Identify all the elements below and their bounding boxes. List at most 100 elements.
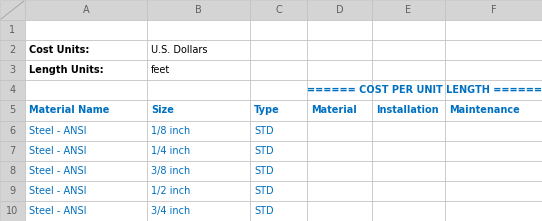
Text: C: C [275,5,282,15]
Text: STD: STD [254,146,274,156]
Bar [147,100,250,120]
Bar [307,181,372,201]
Bar [0,181,25,201]
Bar [147,201,250,221]
Bar [372,80,445,100]
Bar [250,161,307,181]
Bar [445,80,542,100]
Bar [250,80,307,100]
Bar [25,0,147,20]
Text: 5: 5 [9,105,16,115]
Text: U.S. Dollars: U.S. Dollars [151,45,208,55]
Bar [445,141,542,161]
Bar [372,181,445,201]
Bar [25,100,147,120]
Bar [25,80,147,100]
Text: 9: 9 [9,186,16,196]
Text: Steel - ANSI: Steel - ANSI [29,186,87,196]
Bar [445,161,542,181]
Bar [307,100,372,120]
Bar [25,201,147,221]
Bar [372,0,445,20]
Bar [250,181,307,201]
Bar [0,161,25,181]
Bar [372,100,445,120]
Text: F: F [491,5,496,15]
Bar [445,20,542,40]
Text: D: D [335,5,343,15]
Bar [147,120,250,141]
Bar [307,120,372,141]
Bar [250,60,307,80]
Bar [25,20,147,40]
Text: 8: 8 [9,166,16,176]
Bar [307,20,372,40]
Bar [372,40,445,60]
Bar [25,120,147,141]
Bar [307,0,372,20]
Text: 1/4 inch: 1/4 inch [151,146,190,156]
Text: Material Name: Material Name [29,105,109,115]
Text: Maintenance: Maintenance [449,105,520,115]
Bar [372,141,445,161]
Text: ====== COST PER UNIT LENGTH ======: ====== COST PER UNIT LENGTH ====== [307,85,542,95]
Bar [147,0,250,20]
Bar [445,181,542,201]
Bar [307,201,372,221]
Bar [445,60,542,80]
Text: 10: 10 [7,206,18,216]
Text: Type: Type [254,105,280,115]
Text: E: E [405,5,411,15]
Text: Cost Units:: Cost Units: [29,45,89,55]
Bar [0,201,25,221]
Bar [250,40,307,60]
Bar [307,141,372,161]
Bar [372,20,445,40]
Text: feet: feet [151,65,170,75]
Text: B: B [195,5,202,15]
Text: 2: 2 [9,45,16,55]
Bar [372,201,445,221]
Bar [372,161,445,181]
Bar [147,20,250,40]
Bar [307,60,372,80]
Bar [25,161,147,181]
Bar [25,40,147,60]
Bar [445,100,542,120]
Text: Steel - ANSI: Steel - ANSI [29,146,87,156]
Text: Steel - ANSI: Steel - ANSI [29,206,87,216]
Text: Length Units:: Length Units: [29,65,104,75]
Bar [0,141,25,161]
Bar [372,60,445,80]
Bar [147,181,250,201]
Bar [25,141,147,161]
Bar [445,0,542,20]
Text: 3/4 inch: 3/4 inch [151,206,190,216]
Text: 1/8 inch: 1/8 inch [151,126,190,135]
Text: Steel - ANSI: Steel - ANSI [29,166,87,176]
Bar [445,120,542,141]
Text: Material: Material [311,105,357,115]
Text: 1: 1 [9,25,16,35]
Bar [25,60,147,80]
Text: 4: 4 [9,85,16,95]
Bar [307,40,372,60]
Bar [445,40,542,60]
Bar [0,80,25,100]
Bar [250,201,307,221]
Bar [0,120,25,141]
Text: STD: STD [254,186,274,196]
Bar [250,20,307,40]
Bar [250,100,307,120]
Text: 7: 7 [9,146,16,156]
Text: STD: STD [254,166,274,176]
Bar [0,60,25,80]
Text: A: A [83,5,89,15]
Bar [147,141,250,161]
Bar [0,0,25,20]
Bar [0,20,25,40]
Text: 6: 6 [9,126,16,135]
Bar [445,201,542,221]
Bar [0,100,25,120]
Text: STD: STD [254,126,274,135]
